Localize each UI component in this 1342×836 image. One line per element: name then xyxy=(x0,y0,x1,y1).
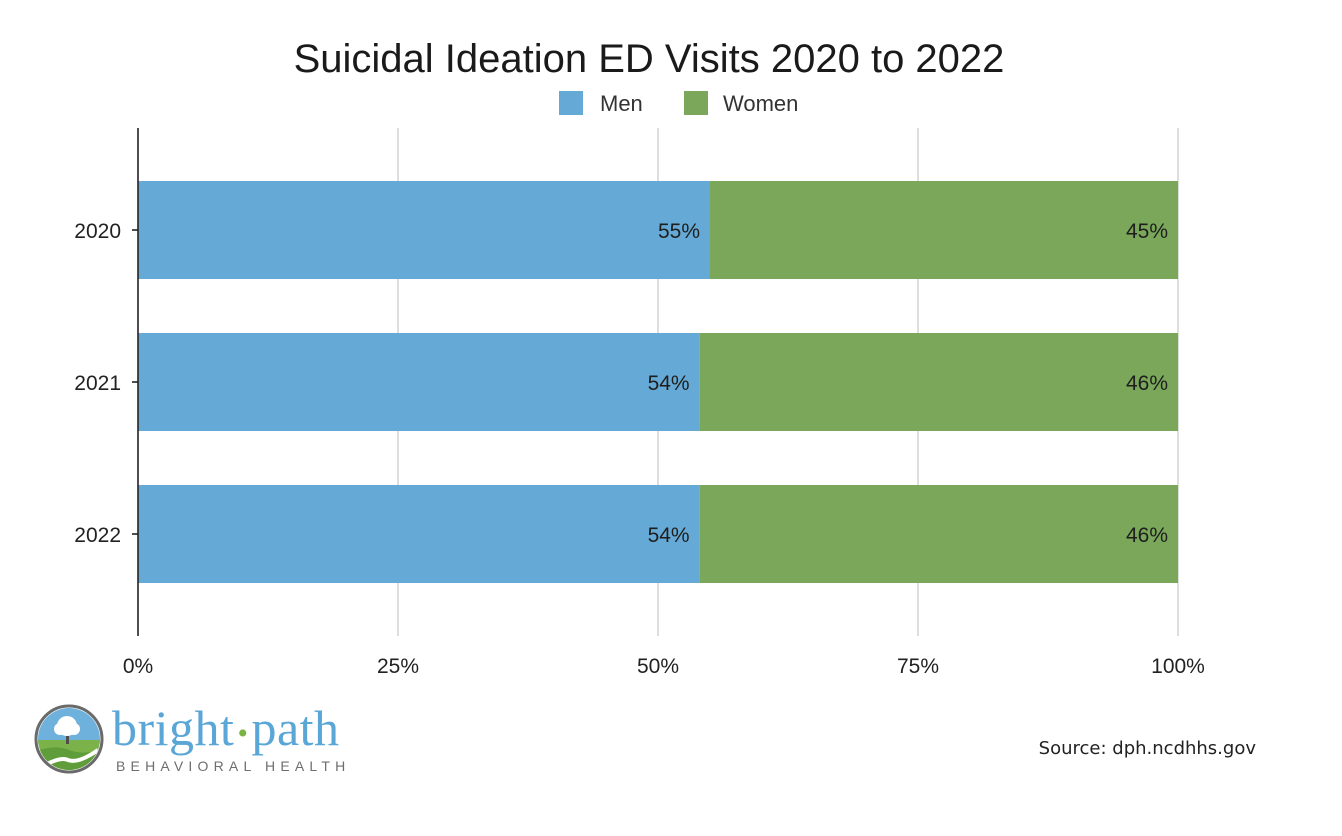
bar-label-women-2021: 46% xyxy=(1126,372,1168,395)
legend-swatch-women xyxy=(684,91,708,115)
y-tick-label-2020: 2020 xyxy=(74,220,121,243)
y-tick-label-2021: 2021 xyxy=(74,372,121,395)
bar-women-2022 xyxy=(699,485,1178,583)
legend-label-women: Women xyxy=(723,91,798,116)
bar-label-women-2022: 46% xyxy=(1126,524,1168,547)
bar-label-men-2021: 54% xyxy=(648,372,690,395)
x-tick-label-100: 100% xyxy=(1151,655,1205,678)
bar-men-2021 xyxy=(138,333,700,431)
logo-separator: • xyxy=(237,716,249,750)
y-tick-label-2022: 2022 xyxy=(74,524,121,547)
chart: Suicidal Ideation ED Visits 2020 to 2022… xyxy=(74,37,1205,678)
legend-swatch-men xyxy=(559,91,583,115)
bar-label-women-2020: 45% xyxy=(1126,220,1168,243)
company-logo: bright •path BEHAVIORAL HEALTH xyxy=(34,700,394,784)
axes: 0% 25% 50% 75% 100% 2020 2021 2022 xyxy=(74,128,1205,678)
bar-label-men-2022: 54% xyxy=(648,524,690,547)
landscape-tree-icon xyxy=(34,704,104,774)
bar-women-2020 xyxy=(710,181,1178,279)
bar-men-2022 xyxy=(138,485,700,583)
logo-name-second: path xyxy=(251,700,340,756)
bar-label-men-2020: 55% xyxy=(658,220,700,243)
legend: Men Women xyxy=(559,91,798,116)
bars: 55% 45% 54% 46% 54% 46% xyxy=(138,181,1178,583)
logo-wordmark: bright •path xyxy=(112,700,340,762)
bar-men-2020 xyxy=(138,181,710,279)
bar-women-2021 xyxy=(699,333,1178,431)
x-tick-label-50: 50% xyxy=(637,655,679,678)
logo-name-first: bright xyxy=(112,700,235,756)
x-tick-label-0: 0% xyxy=(123,655,153,678)
x-tick-label-75: 75% xyxy=(897,655,939,678)
x-tick-label-25: 25% xyxy=(377,655,419,678)
chart-title: Suicidal Ideation ED Visits 2020 to 2022 xyxy=(294,37,1005,81)
logo-tagline: BEHAVIORAL HEALTH xyxy=(116,758,351,774)
source-note: Source: dph.ncdhhs.gov xyxy=(1038,738,1256,759)
legend-label-men: Men xyxy=(600,91,643,116)
